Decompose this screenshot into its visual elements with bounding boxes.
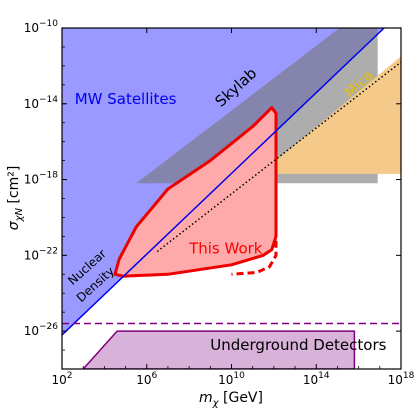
lines-layer: [62, 28, 401, 336]
x-tick-label: 1014: [303, 371, 330, 387]
line-nuclear-density: [62, 28, 385, 336]
y-axis-label: σχN [cm²]: [6, 166, 25, 231]
region-mica: [252, 56, 401, 180]
annotation-this-work: This Work: [188, 239, 263, 257]
annotation-mw-satellites: MW Satellites: [75, 90, 177, 108]
line-dashed-3: [231, 141, 278, 276]
y-tick-label: 10−22: [24, 246, 58, 262]
x-tick-label: 106: [136, 371, 157, 387]
y-tick-label: 10−26: [24, 322, 59, 338]
x-tick-label: 1010: [218, 371, 245, 387]
x-tick-label: 1018: [388, 371, 415, 387]
y-tick-label: 10−18: [24, 171, 59, 187]
x-axis-label: mχ [GeV]: [199, 390, 263, 409]
x-tick-label: 102: [51, 371, 72, 387]
y-tick-label: 10−10: [24, 19, 59, 35]
ticks-layer: 102 106 1010 1014 1018 10−10 10−14 10−18 10−22 10…: [24, 19, 415, 387]
annotation-underground-detectors: Underground Detectors: [210, 336, 386, 354]
line-dotted-1: [156, 61, 401, 253]
y-tick-label: 10−14: [24, 95, 59, 111]
region-underground-detectors: [82, 330, 356, 369]
region-this-work: [113, 106, 278, 278]
